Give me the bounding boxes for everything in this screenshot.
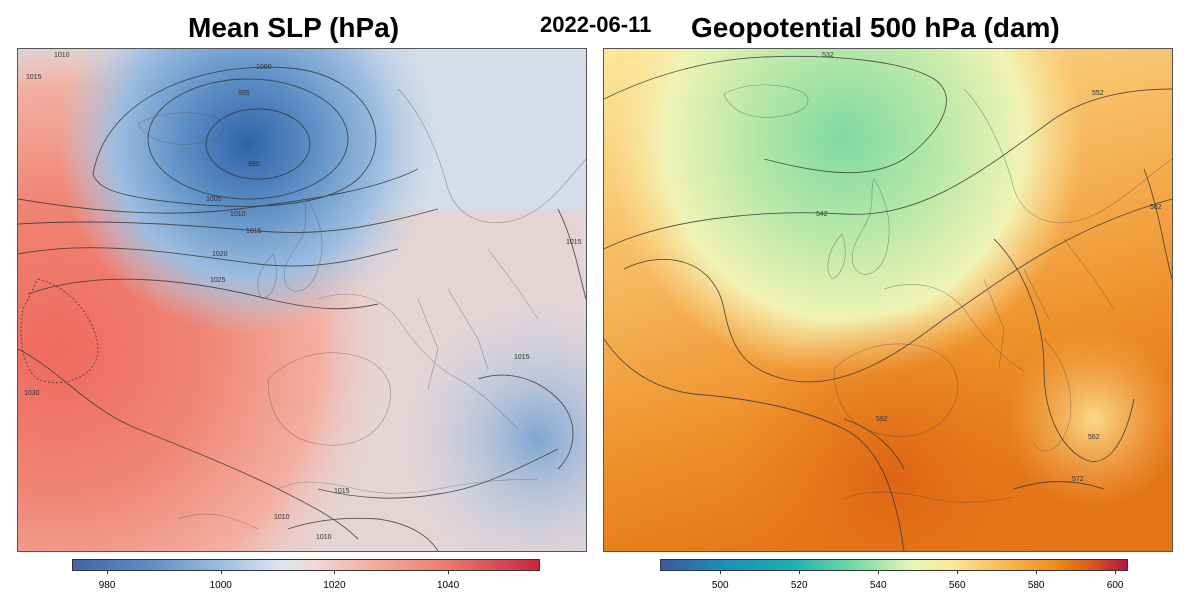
geopotential-panel-title: Geopotential 500 hPa (dam)	[691, 12, 1060, 43]
slp-contour-labels: 1015 1010 1000 995 990 1005 1010 1015 10…	[24, 52, 582, 541]
slp-tick-mark	[107, 570, 109, 574]
geopotential-map: 532 552 542 562 582 562 572	[603, 48, 1173, 552]
geopotential-tick-label: 560	[948, 580, 966, 591]
contour-label: 990	[248, 161, 260, 168]
contour-label: 542	[816, 211, 828, 218]
geopotential-map-canvas: 532 552 542 562 582 562 572	[604, 49, 1172, 551]
slp-contours	[18, 66, 586, 551]
slp-tick-mark	[448, 570, 450, 574]
contour-label: 1015	[514, 354, 530, 361]
geopotential-tick-mark	[1036, 570, 1038, 574]
geopotential-tick-label: 580	[1027, 580, 1045, 591]
slp-tick-mark	[334, 570, 336, 574]
contour-label: 1010	[316, 534, 332, 541]
geopotential-tick-label: 520	[790, 580, 808, 591]
contour-label: 995	[238, 90, 250, 97]
geopotential-tick-label: 500	[711, 580, 729, 591]
geopotential-tick-mark	[799, 570, 801, 574]
slp-tick-mark	[220, 570, 222, 574]
contour-label: 562	[1150, 204, 1162, 211]
slp-tick-label: 980	[98, 580, 116, 591]
geopotential-contours	[604, 55, 1172, 551]
geopotential-colorbar	[660, 559, 1128, 571]
geopotential-tick-mark	[957, 570, 959, 574]
contour-label: 1015	[246, 228, 262, 235]
slp-map-canvas: 1015 1010 1000 995 990 1005 1010 1015 10…	[18, 49, 586, 551]
contour-label: 562	[1088, 434, 1100, 441]
slp-colorbar	[72, 559, 540, 571]
geopotential-tick-label: 600	[1106, 580, 1124, 591]
slp-panel-title: Mean SLP (hPa)	[188, 12, 400, 43]
contour-label: 1015	[566, 239, 582, 246]
geopotential-contour-labels: 532 552 542 562 582 562 572	[816, 52, 1162, 483]
contour-label: 1015	[334, 488, 350, 495]
date-label: 2022-06-11	[540, 12, 652, 37]
contour-label: 1030	[24, 390, 40, 397]
contour-label: 532	[822, 52, 834, 59]
contour-label: 1000	[256, 64, 272, 71]
geopotential-tick-label: 540	[869, 580, 887, 591]
slp-tick-label: 1020	[323, 580, 346, 591]
contour-label: 552	[1092, 90, 1104, 97]
contour-label: 1025	[210, 277, 226, 284]
contour-label: 1010	[230, 211, 246, 218]
contour-label: 1020	[212, 251, 228, 258]
contour-label: 572	[1072, 476, 1084, 483]
contour-label: 1010	[54, 52, 70, 59]
slp-tick-label: 1000	[209, 580, 232, 591]
geopotential-tick-mark	[1115, 570, 1117, 574]
contour-label: 1005	[206, 196, 222, 203]
slp-map: 1015 1010 1000 995 990 1005 1010 1015 10…	[17, 48, 587, 552]
geopotential-tick-mark	[720, 570, 722, 574]
contour-label: 1015	[26, 74, 42, 81]
slp-tick-label: 1040	[436, 580, 460, 591]
slp-coastlines	[137, 88, 586, 530]
contour-label: 1010	[274, 514, 290, 521]
contour-label: 582	[876, 416, 888, 423]
geopotential-tick-mark	[878, 570, 880, 574]
geopotential-coastlines	[723, 84, 1172, 503]
